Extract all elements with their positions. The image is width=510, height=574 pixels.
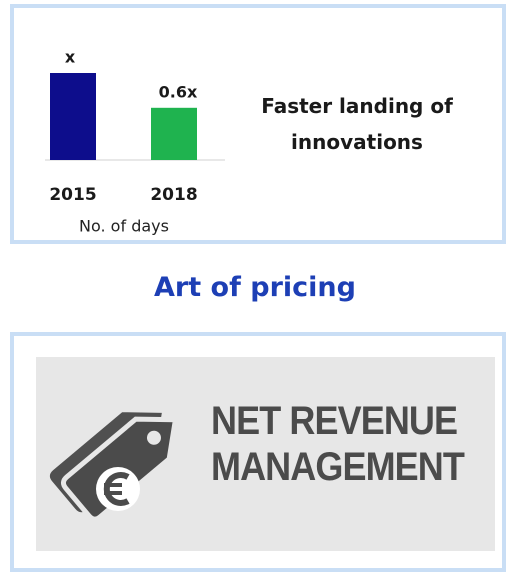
logo-text: NET REVENUE [211, 399, 458, 443]
logo-panel [10, 332, 506, 572]
x-tick-label: 2015 [49, 185, 96, 205]
logo-text: MANAGEMENT [211, 445, 465, 489]
tag-icon [49, 412, 179, 522]
section-heading: Art of pricing [154, 272, 356, 303]
value-label: x [65, 48, 76, 67]
bar [151, 107, 197, 160]
chart-caption: Faster landing of innovations [261, 94, 453, 154]
chart: x 2015 0.6x 2018 No. of days [45, 48, 225, 236]
chart-panel [10, 4, 506, 244]
x-tick-label: 2018 [150, 185, 197, 205]
bar [50, 73, 96, 160]
x-axis-label: No. of days [79, 217, 169, 236]
logo-box: NET REVENUE MANAGEMENT [36, 357, 495, 551]
value-label: 0.6x [159, 82, 198, 101]
